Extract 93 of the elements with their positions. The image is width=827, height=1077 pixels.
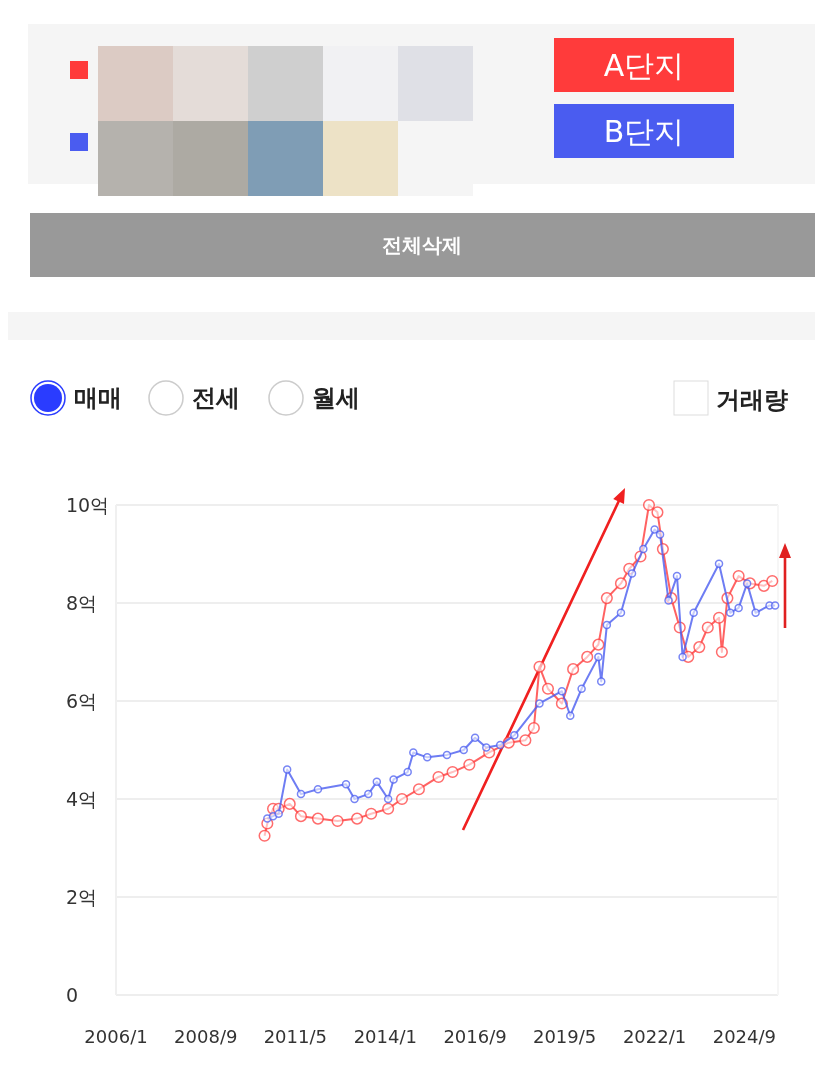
- point: [470, 733, 480, 742]
- point: [403, 767, 412, 777]
- point: [282, 765, 292, 774]
- y-tick-label: 2억: [66, 885, 98, 908]
- point: [757, 579, 770, 592]
- y-tick-label: 6억: [66, 689, 98, 712]
- point: [533, 660, 546, 673]
- text: 월세: [312, 384, 360, 413]
- point: [395, 792, 409, 806]
- y-tick-label: 10억: [66, 493, 110, 516]
- point: [581, 650, 594, 663]
- point: [712, 611, 726, 624]
- text: A단지: [603, 47, 685, 83]
- point: [422, 753, 432, 762]
- point: [258, 829, 271, 842]
- point: [283, 797, 296, 810]
- point: [541, 682, 555, 695]
- point: [294, 810, 308, 823]
- point: [557, 686, 567, 696]
- point: [678, 652, 687, 662]
- x-tick-label: 2022/1: [622, 1026, 687, 1047]
- point: [650, 525, 659, 534]
- text: 거래량: [716, 386, 788, 415]
- point: [389, 775, 398, 784]
- point: [616, 608, 626, 618]
- text: 전체삭제: [382, 233, 462, 257]
- point: [331, 815, 344, 828]
- point: [510, 731, 519, 740]
- y-tick-label: 0: [66, 983, 79, 1006]
- point: [296, 789, 306, 799]
- x-tick-label: 2014/1: [353, 1026, 417, 1047]
- point: [594, 652, 603, 662]
- point: [566, 711, 575, 720]
- point: [596, 677, 606, 686]
- text: 매매: [74, 384, 122, 413]
- point: [600, 592, 613, 605]
- point: [364, 789, 373, 799]
- x-tick-label: 2016/9: [443, 1026, 507, 1047]
- text: B단지: [603, 113, 685, 149]
- x-tick-label: 2006/1: [84, 1026, 148, 1047]
- point: [734, 603, 743, 613]
- point: [432, 770, 445, 783]
- point: [313, 784, 323, 794]
- point: [412, 783, 425, 796]
- point: [365, 807, 378, 820]
- point: [311, 812, 324, 825]
- point: [463, 758, 476, 771]
- point: [714, 559, 724, 569]
- point: [689, 608, 698, 618]
- point: [614, 577, 628, 590]
- point: [766, 574, 779, 587]
- point: [639, 544, 648, 554]
- point: [577, 684, 586, 693]
- point: [274, 809, 283, 818]
- point: [655, 530, 665, 539]
- point: [409, 748, 418, 757]
- point: [664, 596, 673, 605]
- point: [751, 608, 760, 618]
- point: [642, 498, 656, 512]
- point: [382, 802, 395, 815]
- point: [627, 569, 637, 578]
- point: [527, 721, 540, 734]
- point: [770, 601, 780, 610]
- point: [567, 663, 580, 676]
- point: [459, 745, 468, 755]
- x-tick-label: 2019/5: [532, 1026, 597, 1047]
- point: [715, 645, 728, 659]
- point: [482, 743, 491, 752]
- point: [341, 780, 351, 789]
- point: [742, 579, 752, 588]
- point: [732, 570, 745, 583]
- point: [701, 621, 714, 634]
- x-tick-label: 2011/5: [263, 1026, 328, 1047]
- point: [726, 608, 735, 618]
- text: 전세: [192, 384, 240, 413]
- point: [383, 794, 393, 804]
- point: [495, 740, 505, 750]
- point: [519, 734, 532, 747]
- point: [651, 506, 664, 519]
- point: [672, 571, 682, 581]
- y-tick-label: 8억: [66, 591, 98, 614]
- point: [351, 812, 364, 825]
- x-tick-label: 2024/9: [712, 1026, 777, 1047]
- point: [602, 620, 612, 630]
- point: [446, 766, 459, 779]
- x-tick-label: 2008/9: [174, 1026, 238, 1047]
- y-tick-label: 4억: [66, 787, 98, 810]
- point: [372, 777, 382, 787]
- point: [592, 638, 605, 651]
- point: [350, 794, 359, 804]
- point: [442, 750, 452, 760]
- point: [535, 699, 544, 708]
- point: [693, 641, 706, 654]
